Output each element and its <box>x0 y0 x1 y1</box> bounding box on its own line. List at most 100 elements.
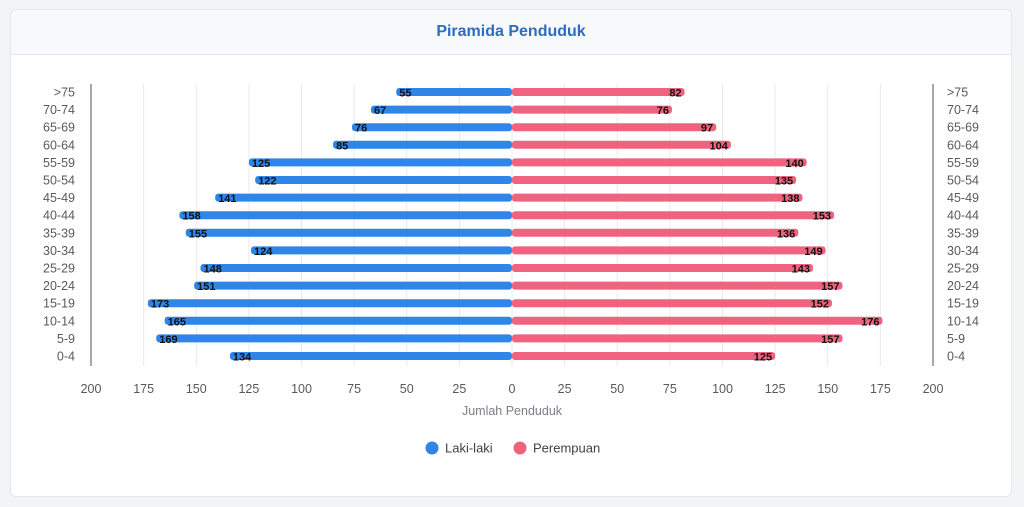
y-tick-label-left: 30-34 <box>43 244 75 258</box>
bar-male <box>194 281 512 290</box>
data-label-male: 151 <box>197 281 215 293</box>
data-label-female: 136 <box>777 228 795 240</box>
data-label-female: 135 <box>775 176 793 188</box>
bar-female <box>512 352 776 360</box>
x-tick-label: 100 <box>291 382 312 396</box>
data-label-female: 140 <box>785 158 803 170</box>
data-label-female: 76 <box>657 105 669 117</box>
x-tick-label: 50 <box>610 382 624 396</box>
y-tick-label-right: 65-69 <box>947 121 979 135</box>
bar-male <box>156 334 512 343</box>
y-tick-label-left: 10-14 <box>43 314 75 328</box>
chart-title: Piramida Penduduk <box>436 23 586 40</box>
y-tick-label-right: 20-24 <box>947 279 979 293</box>
y-tick-label-left: 50-54 <box>43 174 75 188</box>
data-label-male: 76 <box>355 123 367 135</box>
bar-female <box>512 105 672 114</box>
population-pyramid-chart: >75 >75 55 82 70-74 70-74 67 76 65-69 65-69 76 97 60… <box>43 84 979 456</box>
x-tick-label: 0 <box>509 382 516 396</box>
bar-male <box>248 158 512 167</box>
bar-male <box>229 352 512 360</box>
y-tick-label-right: 40-44 <box>947 209 979 223</box>
y-tick-label-left: 55-59 <box>43 156 75 170</box>
legend-swatch-female[interactable] <box>513 441 527 455</box>
data-label-male: 125 <box>252 158 270 170</box>
bar-female <box>512 246 826 255</box>
bar-male <box>333 140 512 149</box>
data-label-male: 173 <box>151 299 169 311</box>
bar-female <box>512 123 717 132</box>
x-tick-label: 25 <box>558 382 572 396</box>
y-tick-label-left: 65-69 <box>43 121 75 135</box>
y-tick-label-left: 60-64 <box>43 138 75 152</box>
data-label-female: 176 <box>861 316 879 328</box>
chart-card: Piramida Penduduk >75 >75 55 82 70-74 70-74 67… <box>10 9 1012 497</box>
bar-female <box>512 299 832 308</box>
data-label-female: 82 <box>669 88 681 100</box>
data-label-male: 85 <box>336 140 348 152</box>
bar-female <box>512 281 843 290</box>
y-tick-label-right: 0-4 <box>947 350 965 364</box>
y-tick-label-right: 45-49 <box>947 191 979 205</box>
bar-female <box>512 88 685 96</box>
data-label-female: 104 <box>710 140 729 152</box>
data-label-female: 143 <box>792 264 810 276</box>
bar-female <box>512 228 799 237</box>
legend-label-female[interactable]: Perempuan <box>533 441 600 456</box>
y-tick-label-left: 45-49 <box>43 191 75 205</box>
y-tick-label-right: 5-9 <box>947 332 965 346</box>
x-tick-label: 200 <box>923 382 944 396</box>
y-tick-label-right: 10-14 <box>947 314 979 328</box>
data-label-male: 55 <box>399 88 411 100</box>
bar-female <box>512 193 803 202</box>
y-tick-label-left: 35-39 <box>43 226 75 240</box>
bar-female <box>512 176 797 184</box>
x-tick-label: 100 <box>712 382 733 396</box>
y-tick-label-left: 5-9 <box>57 332 75 346</box>
y-tick-label-left: >75 <box>54 86 75 100</box>
x-tick-label: 50 <box>400 382 414 396</box>
x-tick-label: 150 <box>186 382 207 396</box>
data-label-female: 157 <box>821 281 839 293</box>
x-axis-title: Jumlah Penduduk <box>462 404 563 418</box>
y-tick-label-left: 20-24 <box>43 279 75 293</box>
x-tick-label: 175 <box>133 382 154 396</box>
x-tick-label: 75 <box>663 382 677 396</box>
bar-male <box>396 88 512 96</box>
y-tick-label-right: 60-64 <box>947 138 979 152</box>
bar-female <box>512 316 883 325</box>
data-label-male: 165 <box>168 316 186 328</box>
y-tick-label-right: 25-29 <box>947 262 979 276</box>
data-label-male: 155 <box>189 228 207 240</box>
y-tick-label-right: 70-74 <box>947 103 979 117</box>
data-label-female: 157 <box>821 334 839 346</box>
y-tick-label-right: 15-19 <box>947 297 979 311</box>
x-tick-label: 150 <box>817 382 838 396</box>
x-tick-label: 175 <box>870 382 891 396</box>
legend-label-male[interactable]: Laki-laki <box>445 441 493 456</box>
bar-female <box>512 211 835 220</box>
card-header: Piramida Penduduk <box>11 10 1011 55</box>
bar-male <box>255 176 512 184</box>
bar-male <box>147 299 512 308</box>
data-label-male: 134 <box>233 352 252 364</box>
data-label-female: 149 <box>804 246 822 258</box>
data-label-male: 141 <box>218 193 236 205</box>
bar-male <box>250 246 513 255</box>
bar-female <box>512 158 807 167</box>
legend-swatch-male[interactable] <box>425 441 439 455</box>
bar-female <box>512 264 814 272</box>
data-label-male: 158 <box>182 211 200 223</box>
y-tick-label-right: 50-54 <box>947 174 979 188</box>
bar-male <box>179 211 512 220</box>
data-label-female: 97 <box>701 123 713 135</box>
y-tick-label-left: 70-74 <box>43 103 75 117</box>
y-tick-label-right: 55-59 <box>947 156 979 170</box>
x-tick-label: 25 <box>452 382 466 396</box>
bar-male <box>200 264 512 272</box>
x-tick-label: 125 <box>238 382 259 396</box>
bar-female <box>512 140 731 149</box>
bar-male <box>370 105 512 114</box>
data-label-female: 153 <box>813 211 831 223</box>
y-tick-label-right: 30-34 <box>947 244 979 258</box>
